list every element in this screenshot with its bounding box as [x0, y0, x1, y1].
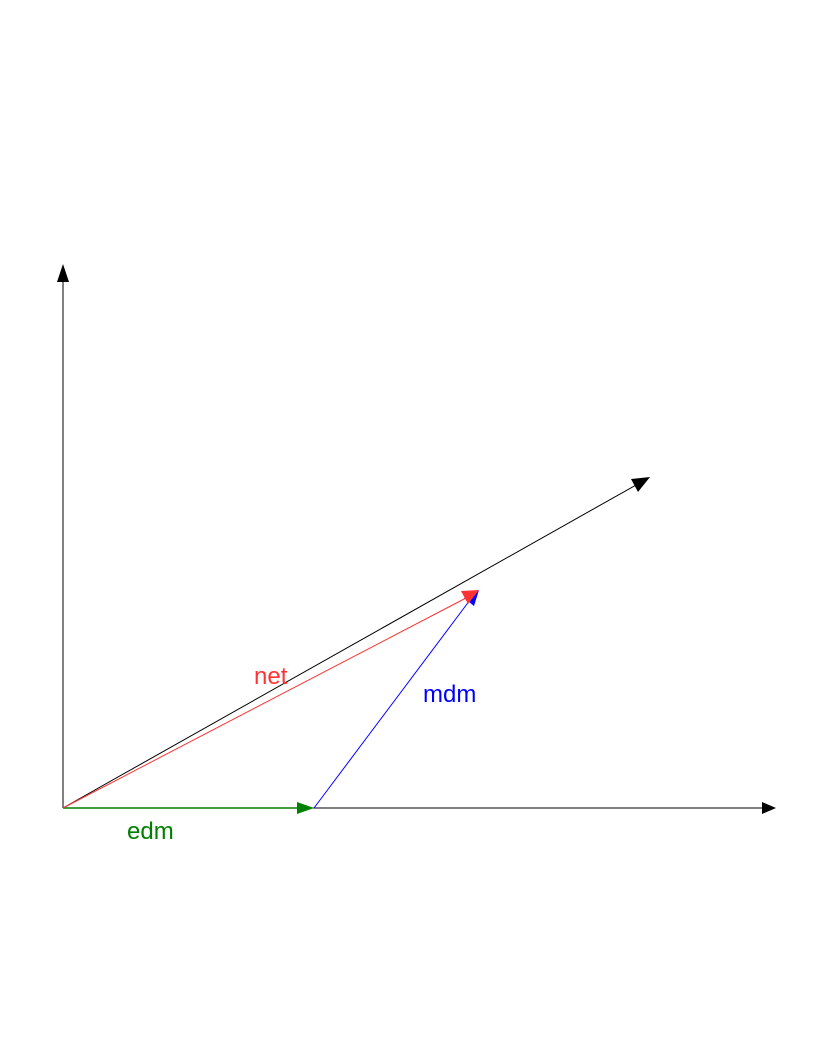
net-vector-line: [62, 597, 467, 809]
diagonal-axis-line: [62, 484, 637, 809]
edm-label: edm: [127, 818, 174, 845]
diagonal-axis-arrowhead: [631, 477, 650, 492]
vertical-axis-arrowhead: [57, 264, 69, 282]
net-label: net: [254, 663, 288, 690]
edm-vector: [63, 802, 314, 814]
diagonal-axis: [62, 477, 650, 809]
mdm-label: mdm: [423, 681, 476, 708]
edm-vector-arrowhead: [297, 802, 314, 814]
vertical-axis: [57, 264, 69, 808]
net-vector: [62, 590, 479, 809]
net-vector-arrowhead: [461, 590, 479, 604]
horizontal-axis-arrowhead: [762, 802, 776, 814]
mdm-vector-line: [313, 599, 471, 809]
